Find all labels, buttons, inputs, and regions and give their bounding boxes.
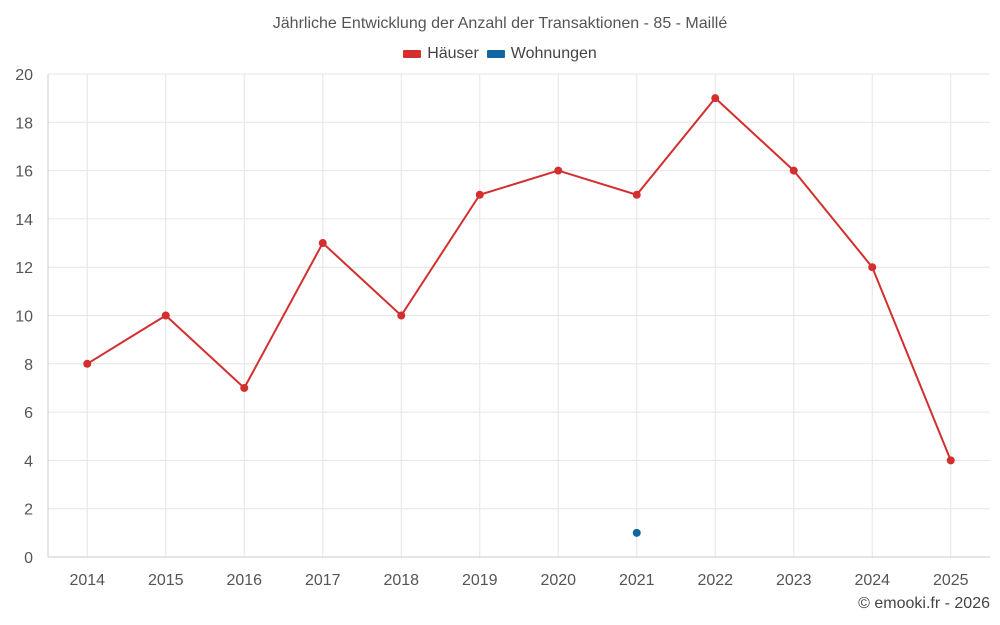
x-tick-label: 2014	[69, 572, 105, 589]
y-tick-label: 8	[24, 357, 33, 374]
x-tick-label: 2024	[854, 572, 890, 589]
data-point-series-0	[868, 263, 877, 272]
legend-label-houses: Häuser	[427, 45, 479, 62]
x-tick-label: 2020	[540, 572, 576, 589]
data-point-series-0	[789, 166, 798, 175]
y-tick-label: 4	[24, 453, 33, 470]
y-tick-label: 20	[15, 67, 33, 84]
credit-text: © emooki.fr - 2026	[858, 595, 990, 612]
legend: Häuser Wohnungen	[0, 45, 1000, 63]
data-point-series-1	[632, 528, 641, 537]
data-point-series-0	[475, 190, 484, 199]
data-point-series-0	[240, 383, 249, 392]
chart-title: Jährliche Entwicklung der Anzahl der Tra…	[272, 15, 728, 32]
data-point-series-0	[318, 239, 327, 248]
y-tick-label: 6	[24, 405, 33, 422]
y-tick-label: 2	[24, 502, 33, 519]
data-point-series-0	[397, 311, 406, 320]
legend-swatch-houses	[403, 50, 422, 58]
series-line-0	[86, 97, 952, 461]
y-tick-label: 10	[15, 309, 33, 326]
x-tick-label: 2017	[305, 572, 341, 589]
data-point-series-0	[83, 359, 92, 368]
x-tick-label: 2019	[462, 572, 498, 589]
legend-label-apartments: Wohnungen	[510, 45, 597, 62]
x-tick-label: 2021	[619, 572, 655, 589]
y-tick-label: 14	[15, 212, 33, 229]
data-point-series-0	[554, 166, 563, 175]
data-point-series-0	[946, 456, 955, 465]
data-point-series-0	[632, 190, 641, 199]
y-tick-label: 0	[24, 550, 33, 567]
x-tick-label: 2023	[776, 572, 812, 589]
data-point-series-0	[161, 311, 170, 320]
legend-swatch-apartments	[486, 50, 505, 58]
x-tick-label: 2025	[933, 572, 969, 589]
data-point-series-0	[711, 94, 720, 103]
x-tick-label: 2022	[697, 572, 733, 589]
x-tick-label: 2015	[148, 572, 184, 589]
legend-item-houses[interactable]: Häuser	[403, 45, 479, 63]
y-tick-label: 16	[15, 164, 33, 181]
y-tick-label: 18	[15, 115, 33, 132]
x-tick-label: 2018	[383, 572, 419, 589]
y-tick-label: 12	[15, 260, 33, 277]
legend-item-apartments[interactable]: Wohnungen	[486, 45, 597, 63]
x-tick-label: 2016	[226, 572, 262, 589]
